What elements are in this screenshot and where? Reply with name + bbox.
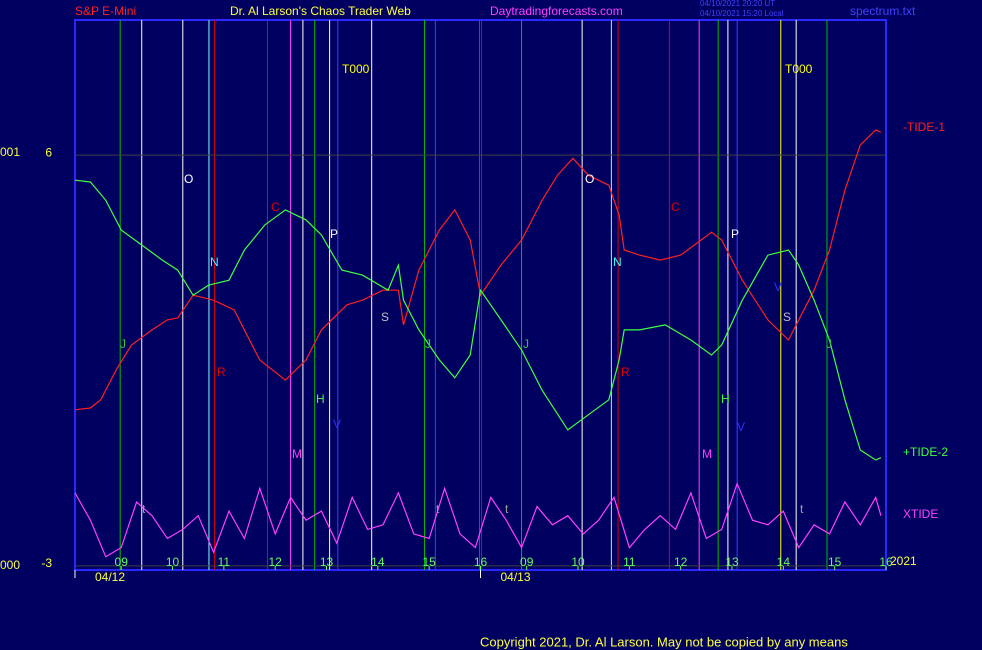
date-label: 04/13	[501, 570, 531, 584]
annotation: V	[737, 420, 745, 434]
annotation: H	[316, 392, 325, 406]
annotation: V	[774, 280, 782, 294]
symbol: S&P E-Mini	[75, 4, 136, 18]
legend-label: +TIDE-2	[903, 445, 948, 459]
date-label: 04/12	[95, 570, 125, 584]
y-left-label: 001	[0, 145, 20, 159]
series-line	[74, 129, 882, 411]
annotation: H	[721, 392, 730, 406]
annotation: t	[505, 502, 509, 516]
series-line	[74, 179, 882, 461]
site-title: Dr. Al Larson's Chaos Trader Web	[230, 4, 411, 18]
x-tick-label: 12	[269, 555, 283, 569]
annotation: T000	[342, 62, 370, 76]
x-tick-label: 11	[218, 555, 231, 569]
x-tick-label: 15	[828, 555, 842, 569]
x-tick-label: 16	[474, 555, 488, 569]
annotation: N	[613, 255, 622, 269]
annotation: V	[333, 417, 341, 431]
annotation: O	[184, 172, 193, 186]
y-tick-label: 6	[45, 145, 52, 159]
annotation: S	[381, 310, 389, 324]
annotation: M	[702, 447, 712, 461]
x-tick-label: 16	[879, 555, 893, 569]
x-tick-label: 12	[674, 555, 688, 569]
annotation: t	[800, 502, 804, 516]
annotation: S	[783, 310, 791, 324]
annotation: t	[142, 502, 146, 516]
annotation: C	[271, 200, 280, 214]
x-tick-label: 09	[115, 555, 129, 569]
y-tick-label: -3	[41, 556, 52, 570]
x-tick-label: 11	[623, 555, 636, 569]
series-line	[74, 482, 882, 558]
annotation: C	[671, 200, 680, 214]
x-tick-label: 10	[166, 555, 180, 569]
copyright: Copyright 2021, Dr. Al Larson. May not b…	[480, 634, 848, 649]
time-local: 04/10/2021 15:20 Local	[700, 9, 784, 18]
annotation: J	[425, 337, 431, 351]
legend-label: XTIDE	[903, 507, 938, 521]
x-tick-label: 09	[520, 555, 534, 569]
x-tick-label: 15	[422, 555, 436, 569]
annotation: P	[731, 227, 739, 241]
annotation: T000	[785, 62, 813, 76]
annotation: R	[217, 365, 226, 379]
x-tick-label: 14	[777, 555, 791, 569]
x-tick-label: 14	[371, 555, 385, 569]
annotation: J	[826, 337, 832, 351]
annotation: O	[585, 172, 594, 186]
y-left-label: 000	[0, 558, 20, 572]
x-tick-label: 13	[320, 555, 334, 569]
annotation: P	[330, 227, 338, 241]
time-ut: 04/10/2021 20:20 UT	[700, 0, 775, 8]
annotation: J	[523, 337, 529, 351]
x-tick-label: 10	[571, 555, 585, 569]
legend-label: -TIDE-1	[903, 120, 945, 134]
annotation: R	[621, 365, 630, 379]
annotation: t	[436, 502, 440, 516]
url: Daytradingforecasts.com	[490, 4, 623, 18]
annotation: M	[292, 447, 302, 461]
x-tick-label: 13	[725, 555, 739, 569]
year-label: 2021	[890, 554, 917, 568]
file-name: spectrum.txt	[850, 4, 916, 18]
annotation: J	[120, 337, 126, 351]
annotation: N	[210, 255, 219, 269]
